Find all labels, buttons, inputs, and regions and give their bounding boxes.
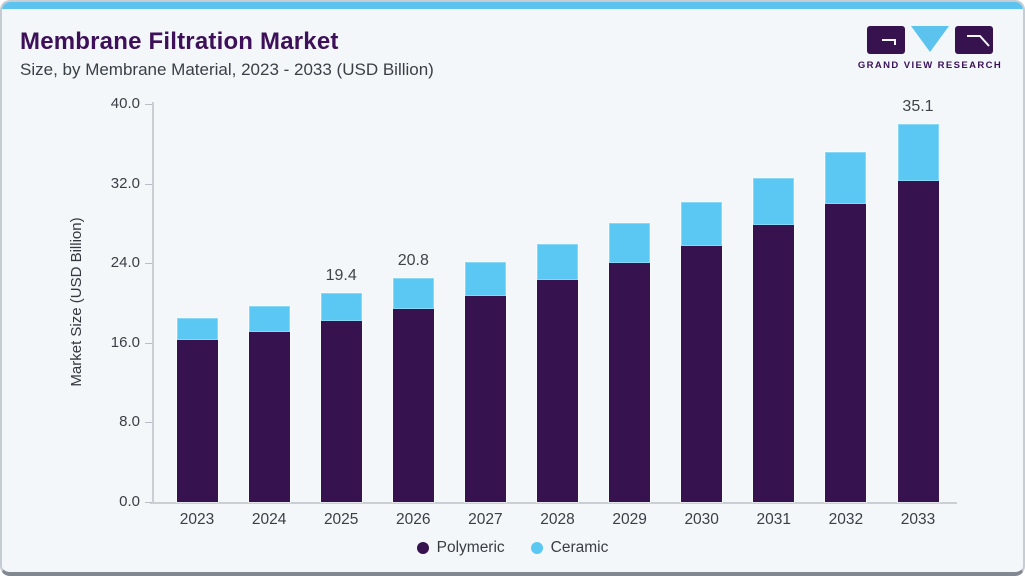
page-title: Membrane Filtration Market (20, 28, 339, 55)
bar-value-label-2026: 20.8 (397, 251, 429, 269)
bar-2027 (464, 261, 506, 502)
bar-2028 (537, 243, 578, 502)
x-tick-label-2029: 2029 (612, 511, 647, 528)
bar-2026 (392, 277, 434, 502)
bar-segment-ceramic-2028 (537, 243, 578, 281)
x-tick-label-2027: 2027 (468, 511, 503, 528)
bar-segment-polymeric-2033 (897, 181, 939, 502)
x-tick-label-2030: 2030 (684, 511, 719, 528)
bar-segment-ceramic-2029 (609, 223, 651, 263)
x-tick-label-2023: 2023 (179, 511, 215, 528)
y-tick-label: 32.0 (110, 174, 140, 192)
gvr-logo-mark (867, 26, 993, 54)
legend-label-ceramic: Ceramic (550, 539, 609, 556)
bar-segment-ceramic-2026 (392, 277, 434, 310)
y-tick-mark (145, 502, 152, 503)
ceramic-dot-icon (530, 542, 543, 554)
bar-2024 (248, 305, 290, 502)
bar-2029 (609, 223, 651, 502)
bar-segment-ceramic-2024 (248, 305, 290, 332)
legend-label-polymeric: Polymeric (436, 539, 505, 556)
x-tick-label-2033: 2033 (900, 511, 936, 528)
bar-2033 (897, 123, 939, 502)
y-tick-mark (145, 422, 152, 424)
y-axis-title: Market Size (USD Billion) (68, 217, 85, 387)
bar-segment-ceramic-2030 (681, 201, 723, 246)
bar-segment-ceramic-2033 (897, 123, 939, 182)
y-tick-label: 0.0 (119, 493, 140, 510)
bar-value-label-2025: 19.4 (325, 267, 357, 285)
bar-segment-polymeric-2023 (176, 340, 218, 502)
y-tick-label: 16.0 (110, 333, 140, 351)
bar-value-label-2033: 35.1 (902, 97, 934, 115)
x-tick-label-2028: 2028 (540, 511, 575, 528)
y-tick-label: 8.0 (119, 413, 140, 431)
y-tick-mark (145, 263, 152, 265)
y-tick-mark (145, 342, 152, 344)
x-tick-label-2032: 2032 (828, 511, 864, 528)
bar-segment-ceramic-2027 (464, 261, 506, 297)
y-tick-mark (145, 183, 152, 185)
bar-segment-polymeric-2028 (537, 280, 578, 502)
legend: Polymeric Ceramic (2, 539, 1023, 557)
bar-segment-ceramic-2032 (825, 151, 867, 204)
gvr-logo-r-icon (955, 26, 993, 54)
grand-view-research-logo: GRAND VIEW RESEARCH (855, 24, 1005, 76)
bar-segment-polymeric-2026 (392, 309, 434, 502)
bar-segment-ceramic-2023 (176, 317, 218, 341)
y-tick-label: 40.0 (110, 95, 140, 112)
bar-segment-ceramic-2025 (320, 293, 362, 322)
y-tick-label: 24.0 (110, 254, 140, 272)
polymeric-dot-icon (416, 542, 429, 554)
legend-item-ceramic: Ceramic (530, 539, 609, 557)
bar-2025 (320, 293, 362, 502)
bar-segment-polymeric-2025 (320, 321, 362, 502)
legend-item-polymeric: Polymeric (416, 539, 505, 557)
bar-2023 (176, 317, 218, 502)
x-axis (150, 502, 957, 504)
bar-segment-polymeric-2032 (825, 203, 867, 502)
x-tick-label-2026: 2026 (396, 511, 431, 528)
bar-2032 (825, 151, 867, 502)
bar-segment-polymeric-2029 (609, 262, 651, 502)
bar-segment-polymeric-2024 (248, 331, 290, 502)
y-tick-mark (145, 104, 152, 105)
x-tick-label-2025: 2025 (323, 511, 359, 528)
bar-segment-ceramic-2031 (753, 177, 795, 226)
bar-2031 (753, 177, 795, 502)
x-tick-label-2031: 2031 (756, 511, 792, 528)
bar-segment-polymeric-2027 (464, 296, 506, 502)
gvr-logo-v-icon (911, 26, 949, 52)
y-axis (152, 102, 154, 503)
bar-2030 (681, 201, 723, 502)
gvr-logo-text: GRAND VIEW RESEARCH (857, 60, 1003, 71)
bar-segment-polymeric-2031 (753, 225, 795, 502)
accent-strip (2, 2, 1023, 9)
bar-segment-polymeric-2030 (681, 245, 723, 502)
x-tick-label-2024: 2024 (251, 511, 287, 528)
page-subtitle: Size, by Membrane Material, 2023 - 2033 … (20, 60, 434, 79)
